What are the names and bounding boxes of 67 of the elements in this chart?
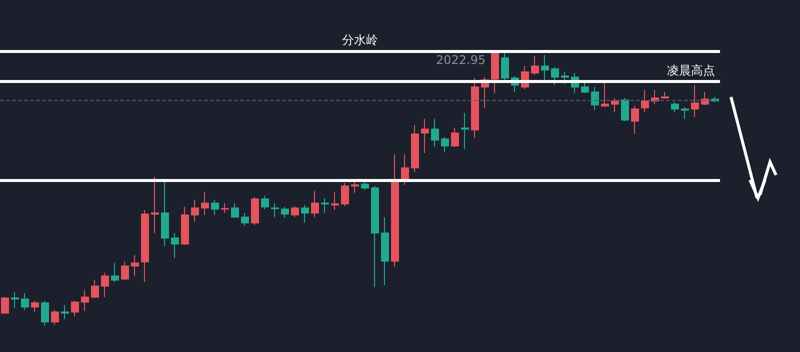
candlestick xyxy=(171,232,179,259)
candlestick xyxy=(131,254,139,276)
candlestick xyxy=(181,206,189,246)
candlestick xyxy=(291,206,299,218)
candlestick xyxy=(391,154,399,268)
candlestick xyxy=(401,154,409,186)
candlestick xyxy=(241,212,249,226)
candlestick xyxy=(101,272,109,298)
candlestick xyxy=(601,82,609,108)
candlestick xyxy=(641,90,649,113)
candlestick xyxy=(251,196,259,226)
candlestick xyxy=(341,182,349,207)
candlestick xyxy=(191,200,199,223)
candlestick xyxy=(631,106,639,135)
candlestick xyxy=(211,200,219,216)
candlestick xyxy=(121,261,129,281)
candlestick xyxy=(351,181,359,194)
candlestick xyxy=(331,192,339,210)
candlestick xyxy=(61,304,69,320)
candlestick xyxy=(31,300,39,312)
candlestick xyxy=(301,204,309,224)
candlestick xyxy=(321,198,329,214)
candlestick xyxy=(21,292,29,311)
candlestick xyxy=(531,55,539,76)
ref-line-label: 凌晨高点 xyxy=(667,63,715,78)
candlestick xyxy=(611,98,619,113)
candlestick xyxy=(431,118,439,148)
candlestick xyxy=(371,186,379,288)
candlestick xyxy=(281,206,289,218)
candlestick xyxy=(381,216,389,286)
candlestick xyxy=(671,101,679,113)
candlestick xyxy=(161,181,169,246)
candlestick xyxy=(71,300,79,317)
candlestick xyxy=(591,86,599,111)
candlestick xyxy=(221,202,229,214)
candlestick xyxy=(421,118,429,154)
candlestick xyxy=(491,50,499,94)
candlestick xyxy=(111,262,119,282)
candlestick xyxy=(441,136,449,152)
candlestick xyxy=(461,112,469,150)
candlestick xyxy=(271,202,279,218)
candlestick xyxy=(81,289,89,312)
candlestick xyxy=(471,77,479,138)
candlestick xyxy=(411,124,419,172)
candlestick xyxy=(51,310,59,326)
candlestick xyxy=(151,176,159,234)
candlestick xyxy=(361,179,369,190)
ref-line-label: 分水岭 xyxy=(342,33,378,47)
candlestick xyxy=(141,209,149,282)
candlestick xyxy=(201,192,209,216)
candlestick xyxy=(661,91,669,99)
candlestick xyxy=(11,291,19,309)
candlestick xyxy=(1,296,9,314)
candlestick xyxy=(691,84,699,118)
candlestick xyxy=(561,71,569,84)
candlestick xyxy=(621,98,629,122)
candlestick xyxy=(91,280,99,298)
candlestick xyxy=(551,66,559,86)
candlestick xyxy=(231,202,239,218)
candlestick xyxy=(311,190,319,218)
candlestick xyxy=(581,82,589,94)
candlestick xyxy=(541,54,549,80)
candlestick xyxy=(681,106,689,120)
candlestick xyxy=(41,300,49,326)
candlestick xyxy=(451,128,459,148)
candlestick xyxy=(261,195,269,210)
annotation: 2022.95 xyxy=(436,53,486,67)
